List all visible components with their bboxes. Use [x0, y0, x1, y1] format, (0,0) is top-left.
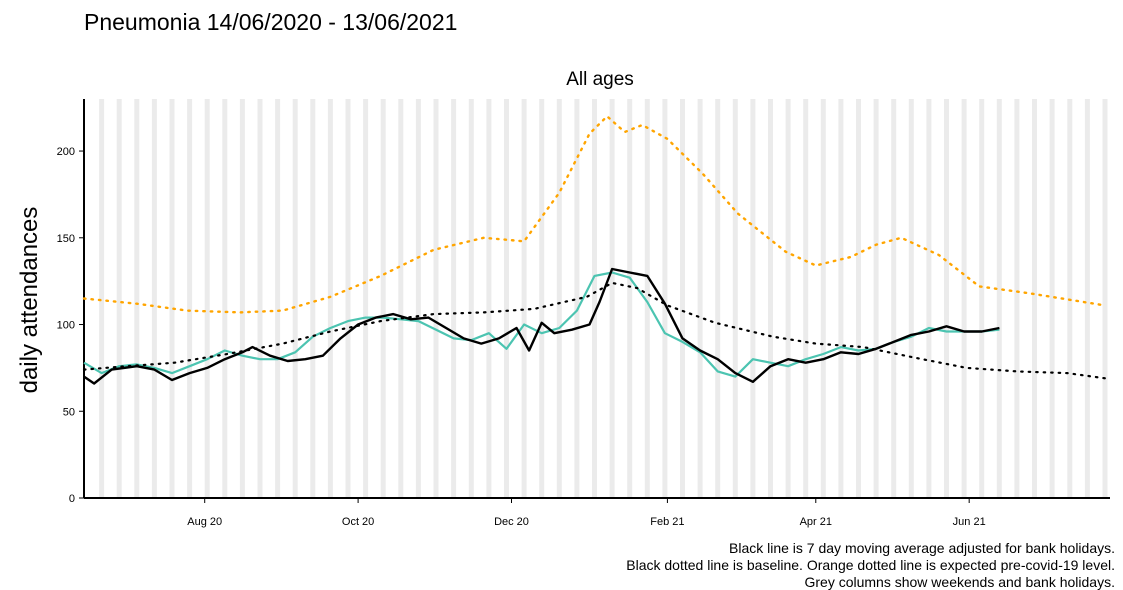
weekend-column	[380, 99, 386, 498]
weekend-column	[345, 99, 351, 498]
weekend-column	[838, 99, 844, 498]
weekend-column	[873, 99, 879, 498]
x-tick-label: Apr 21	[800, 516, 832, 528]
weekend-column	[1067, 99, 1073, 498]
weekend-column	[275, 99, 281, 498]
caption-baseline: Black dotted line is baseline. Orange do…	[626, 557, 1115, 573]
weekend-column	[750, 99, 756, 498]
weekend-column	[521, 99, 527, 498]
weekend-column	[1084, 99, 1090, 498]
weekend-column	[697, 99, 703, 498]
x-tick-label: Dec 20	[494, 516, 529, 528]
weekend-column	[891, 99, 897, 498]
weekend-column	[803, 99, 809, 498]
weekend-column	[785, 99, 791, 498]
weekend-column	[451, 99, 457, 498]
x-tick-label: Aug 20	[187, 516, 222, 528]
weekend-column	[856, 99, 861, 498]
y-tick-label: 50	[63, 406, 75, 418]
weekend-column	[363, 99, 369, 498]
weekend-column	[680, 99, 685, 498]
chart-panel-title: All ages	[566, 69, 634, 90]
y-tick-label: 200	[57, 146, 75, 158]
weekend-column	[556, 99, 562, 498]
y-tick-label: 100	[57, 320, 75, 332]
weekend-column	[1032, 99, 1037, 498]
y-axis-label: daily attendances	[16, 207, 43, 394]
weekend-columns	[99, 99, 1108, 498]
weekend-column	[415, 99, 421, 498]
weekend-column	[996, 99, 1002, 498]
weekend-column	[662, 99, 668, 498]
weekend-column	[486, 99, 492, 498]
weekend-column	[574, 99, 580, 498]
weekend-column	[1102, 99, 1108, 498]
weekend-column	[926, 99, 932, 498]
weekend-column	[592, 99, 597, 498]
weekend-column	[539, 99, 545, 498]
weekend-column	[327, 99, 333, 498]
weekend-column	[398, 99, 404, 498]
series-lines	[82, 114, 1107, 385]
y-tick-label: 0	[69, 493, 75, 505]
weekend-column	[732, 99, 738, 498]
weekend-column	[169, 99, 175, 498]
series-7-day-moving-average	[83, 267, 1000, 385]
weekend-column	[627, 99, 633, 498]
weekend-column	[187, 99, 193, 498]
x-tick-label: Feb 21	[650, 516, 684, 528]
series-expected-pre-covid-19-level	[82, 114, 1107, 314]
caption-moving-average: Black line is 7 day moving average adjus…	[729, 540, 1115, 556]
weekend-column	[820, 99, 826, 498]
weekend-column	[768, 99, 773, 498]
caption-grey-columns: Grey columns show weekends and bank holi…	[804, 574, 1115, 590]
weekend-column	[257, 99, 263, 498]
weekend-column	[310, 99, 316, 498]
axes: 0 50 100 150 200 Aug 20 Oct 20 Dec 20 Feb 21 Apr …	[57, 99, 1110, 528]
weekend-column	[961, 99, 967, 498]
weekend-column	[504, 99, 509, 498]
weekend-column	[715, 99, 721, 498]
y-tick-label: 150	[57, 233, 75, 245]
weekend-column	[433, 99, 439, 498]
x-tick-label: Oct 20	[342, 516, 374, 528]
weekend-column	[99, 99, 105, 498]
series-baseline	[82, 281, 1107, 380]
weekend-column	[134, 99, 140, 498]
weekend-column	[1014, 99, 1020, 498]
weekend-column	[116, 99, 122, 498]
weekend-column	[151, 99, 157, 498]
weekend-column	[1049, 99, 1055, 498]
weekend-column	[944, 99, 949, 498]
weekend-column	[204, 99, 210, 498]
weekend-column	[468, 99, 474, 498]
weekend-column	[979, 99, 985, 498]
weekend-column	[908, 99, 914, 498]
page-title: Pneumonia 14/06/2020 - 13/06/2021	[84, 9, 458, 35]
weekend-column	[222, 99, 228, 498]
weekend-column	[609, 99, 615, 498]
weekend-column	[644, 99, 650, 498]
weekend-column	[239, 99, 245, 498]
weekend-column	[292, 99, 298, 498]
x-tick-label: Jun 21	[953, 516, 986, 528]
